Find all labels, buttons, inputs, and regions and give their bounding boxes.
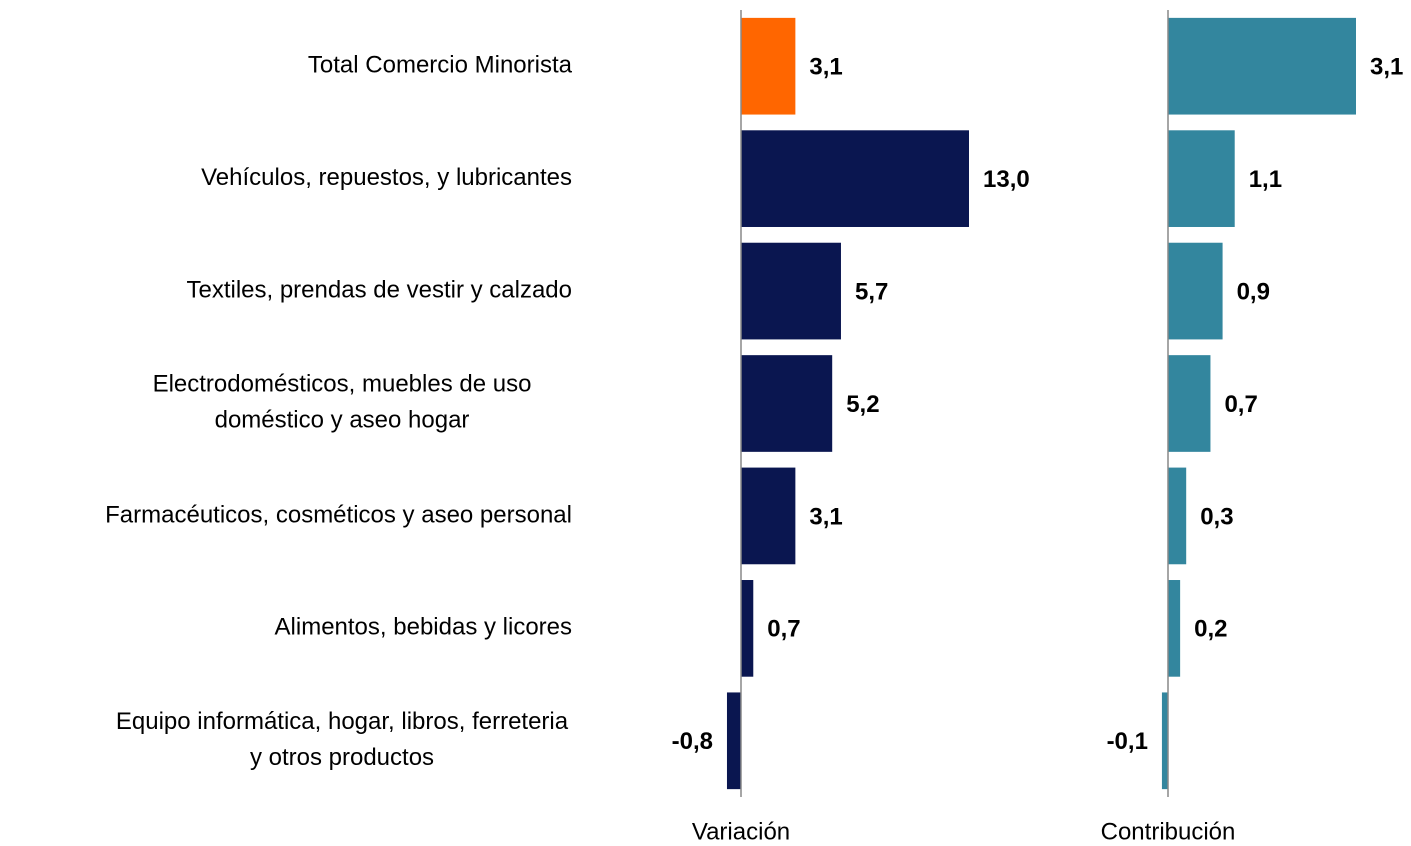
value-label: -0,1 (1107, 728, 1148, 755)
category-label: Textiles, prendas de vestir y calzado (186, 276, 572, 303)
bar (1168, 242, 1223, 340)
bar (726, 692, 741, 790)
bar (1168, 467, 1187, 565)
category-label: Equipo informática, hogar, libros, ferre… (116, 708, 569, 771)
value-label: 0,7 (767, 616, 800, 643)
bar (741, 580, 754, 677)
value-label: 0,2 (1194, 616, 1227, 643)
value-label: 3,1 (809, 503, 842, 530)
category-label: Total Comercio Minorista (308, 52, 573, 79)
value-label: 0,3 (1200, 503, 1233, 530)
bar (741, 17, 796, 115)
axis-label: Contribución (1101, 818, 1236, 845)
bar (741, 467, 796, 565)
value-label: 5,7 (855, 278, 888, 305)
value-label: 3,1 (809, 54, 842, 81)
bar (741, 130, 969, 227)
bar (1168, 17, 1356, 115)
bar (741, 242, 841, 340)
value-label: 5,2 (846, 391, 879, 418)
bar (741, 355, 833, 452)
axis-label: Variación (692, 818, 790, 845)
value-label: -0,8 (672, 728, 713, 755)
value-label: 13,0 (983, 166, 1030, 193)
bar (1168, 355, 1211, 452)
value-label: 0,9 (1237, 278, 1270, 305)
bar (1168, 130, 1235, 227)
value-label: 1,1 (1249, 166, 1282, 193)
category-label: Farmacéuticos, cosméticos y aseo persona… (105, 501, 572, 528)
category-label: Electrodomésticos, muebles de uso domésti… (153, 371, 532, 434)
category-label: Vehículos, repuestos, y lubricantes (201, 164, 572, 191)
value-label: 0,7 (1224, 391, 1257, 418)
bar (1168, 580, 1181, 677)
value-label: 3,1 (1370, 54, 1403, 81)
bar (1161, 692, 1168, 790)
category-label: Alimentos, bebidas y licores (275, 614, 572, 641)
